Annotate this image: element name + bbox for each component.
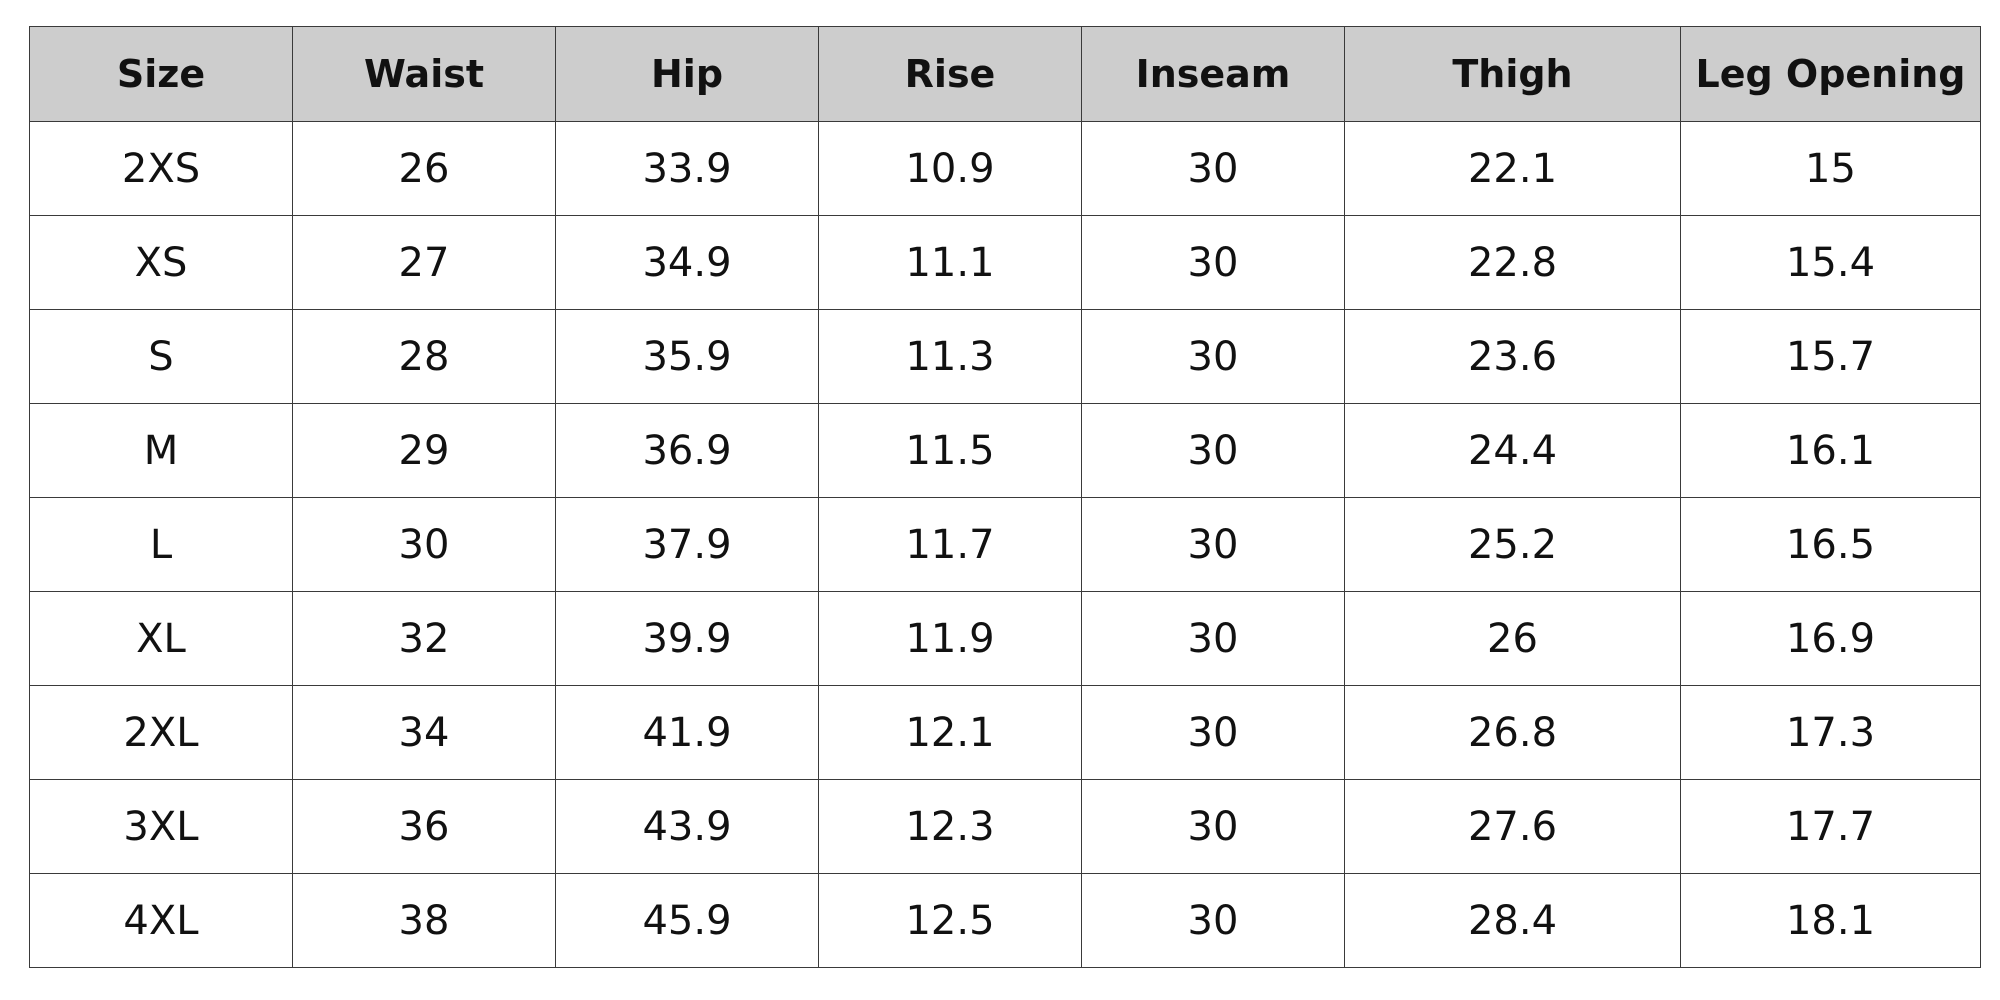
cell-thigh: 28.4 bbox=[1344, 873, 1681, 968]
cell-waist: 38 bbox=[292, 873, 556, 968]
cell-rise: 10.9 bbox=[818, 121, 1082, 216]
cell-size: L bbox=[29, 497, 293, 592]
cell-thigh: 25.2 bbox=[1344, 497, 1681, 592]
cell-waist: 30 bbox=[292, 497, 556, 592]
cell-rise: 11.3 bbox=[818, 309, 1082, 404]
cell-thigh: 26 bbox=[1344, 591, 1681, 686]
cell-waist: 32 bbox=[292, 591, 556, 686]
cell-hip: 33.9 bbox=[555, 121, 819, 216]
cell-hip: 36.9 bbox=[555, 403, 819, 498]
table-row: 2XS 26 33.9 10.9 30 22.1 15 bbox=[29, 121, 1981, 216]
cell-thigh: 22.8 bbox=[1344, 215, 1681, 310]
cell-inseam: 30 bbox=[1081, 779, 1345, 874]
cell-hip: 39.9 bbox=[555, 591, 819, 686]
cell-rise: 12.5 bbox=[818, 873, 1082, 968]
size-chart-table: Size Waist Hip Rise Inseam Thigh Leg Ope… bbox=[29, 26, 1981, 968]
header-row: Size Waist Hip Rise Inseam Thigh Leg Ope… bbox=[29, 26, 1981, 122]
table-body: 2XS 26 33.9 10.9 30 22.1 15 XS 27 34.9 1… bbox=[29, 121, 1981, 968]
cell-size: XS bbox=[29, 215, 293, 310]
cell-waist: 36 bbox=[292, 779, 556, 874]
header-hip: Hip bbox=[555, 26, 819, 122]
cell-thigh: 24.4 bbox=[1344, 403, 1681, 498]
header-inseam: Inseam bbox=[1081, 26, 1345, 122]
cell-inseam: 30 bbox=[1081, 873, 1345, 968]
cell-waist: 29 bbox=[292, 403, 556, 498]
header-waist: Waist bbox=[292, 26, 556, 122]
table-row: S 28 35.9 11.3 30 23.6 15.7 bbox=[29, 309, 1981, 404]
cell-size: XL bbox=[29, 591, 293, 686]
cell-rise: 11.7 bbox=[818, 497, 1082, 592]
cell-rise: 11.1 bbox=[818, 215, 1082, 310]
table-row: 4XL 38 45.9 12.5 30 28.4 18.1 bbox=[29, 873, 1981, 968]
header-leg-opening: Leg Opening bbox=[1680, 26, 1981, 122]
cell-size: 4XL bbox=[29, 873, 293, 968]
header-thigh: Thigh bbox=[1344, 26, 1681, 122]
header-size: Size bbox=[29, 26, 293, 122]
table-row: 3XL 36 43.9 12.3 30 27.6 17.7 bbox=[29, 779, 1981, 874]
cell-rise: 11.5 bbox=[818, 403, 1082, 498]
cell-hip: 37.9 bbox=[555, 497, 819, 592]
cell-hip: 35.9 bbox=[555, 309, 819, 404]
cell-inseam: 30 bbox=[1081, 497, 1345, 592]
cell-size: 3XL bbox=[29, 779, 293, 874]
table-header: Size Waist Hip Rise Inseam Thigh Leg Ope… bbox=[29, 26, 1981, 122]
cell-size: 2XL bbox=[29, 685, 293, 780]
cell-thigh: 26.8 bbox=[1344, 685, 1681, 780]
cell-thigh: 27.6 bbox=[1344, 779, 1681, 874]
cell-rise: 11.9 bbox=[818, 591, 1082, 686]
cell-inseam: 30 bbox=[1081, 591, 1345, 686]
cell-hip: 43.9 bbox=[555, 779, 819, 874]
cell-leg-opening: 15 bbox=[1680, 121, 1981, 216]
table-row: L 30 37.9 11.7 30 25.2 16.5 bbox=[29, 497, 1981, 592]
cell-size: S bbox=[29, 309, 293, 404]
cell-leg-opening: 16.9 bbox=[1680, 591, 1981, 686]
cell-rise: 12.3 bbox=[818, 779, 1082, 874]
cell-waist: 27 bbox=[292, 215, 556, 310]
cell-hip: 34.9 bbox=[555, 215, 819, 310]
cell-hip: 45.9 bbox=[555, 873, 819, 968]
cell-rise: 12.1 bbox=[818, 685, 1082, 780]
cell-leg-opening: 17.3 bbox=[1680, 685, 1981, 780]
cell-size: M bbox=[29, 403, 293, 498]
cell-waist: 28 bbox=[292, 309, 556, 404]
cell-leg-opening: 15.7 bbox=[1680, 309, 1981, 404]
cell-waist: 26 bbox=[292, 121, 556, 216]
table-row: M 29 36.9 11.5 30 24.4 16.1 bbox=[29, 403, 1981, 498]
cell-thigh: 22.1 bbox=[1344, 121, 1681, 216]
cell-inseam: 30 bbox=[1081, 309, 1345, 404]
cell-inseam: 30 bbox=[1081, 215, 1345, 310]
table-row: XS 27 34.9 11.1 30 22.8 15.4 bbox=[29, 215, 1981, 310]
cell-waist: 34 bbox=[292, 685, 556, 780]
cell-leg-opening: 17.7 bbox=[1680, 779, 1981, 874]
cell-inseam: 30 bbox=[1081, 121, 1345, 216]
cell-inseam: 30 bbox=[1081, 685, 1345, 780]
table-row: 2XL 34 41.9 12.1 30 26.8 17.3 bbox=[29, 685, 1981, 780]
cell-inseam: 30 bbox=[1081, 403, 1345, 498]
cell-leg-opening: 16.5 bbox=[1680, 497, 1981, 592]
table-row: XL 32 39.9 11.9 30 26 16.9 bbox=[29, 591, 1981, 686]
cell-leg-opening: 16.1 bbox=[1680, 403, 1981, 498]
cell-size: 2XS bbox=[29, 121, 293, 216]
header-rise: Rise bbox=[818, 26, 1082, 122]
cell-hip: 41.9 bbox=[555, 685, 819, 780]
cell-leg-opening: 15.4 bbox=[1680, 215, 1981, 310]
cell-leg-opening: 18.1 bbox=[1680, 873, 1981, 968]
cell-thigh: 23.6 bbox=[1344, 309, 1681, 404]
